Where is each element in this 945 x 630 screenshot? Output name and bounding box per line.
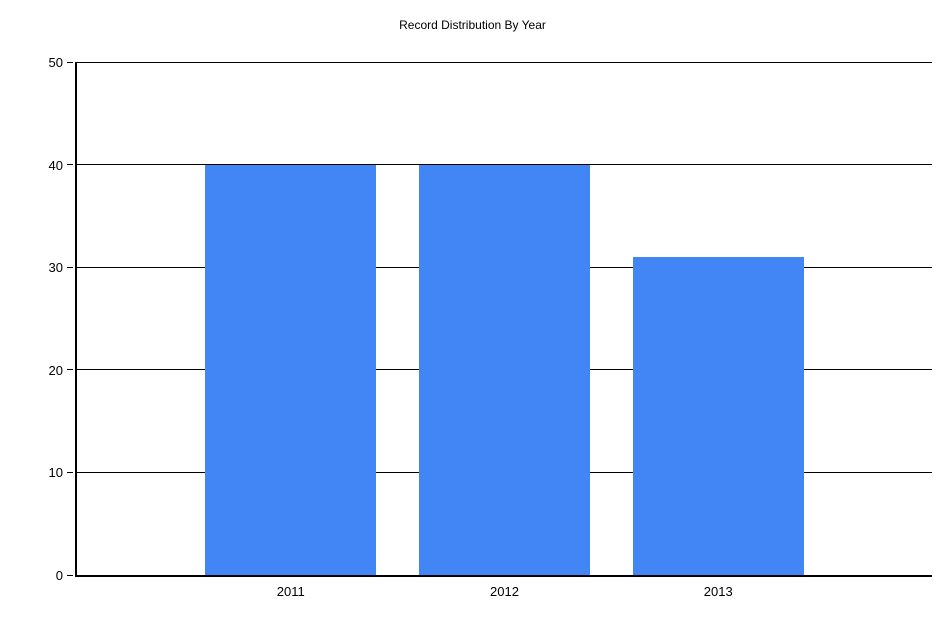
y-axis-tick — [67, 164, 73, 166]
y-tick-label: 30 — [48, 260, 63, 276]
y-axis-tick — [67, 61, 73, 63]
y-tick-label: 20 — [48, 362, 63, 378]
gridline — [77, 61, 932, 63]
x-tick-label: 2012 — [490, 584, 519, 599]
x-tick-label: 2013 — [703, 584, 733, 599]
bar-2011 — [205, 164, 377, 575]
bar-2012 — [419, 164, 590, 575]
bar-2013 — [632, 256, 804, 575]
y-tick-label: 40 — [48, 157, 63, 173]
y-axis-tick — [67, 471, 73, 473]
chart-title: Record Distribution By Year — [399, 18, 546, 32]
y-axis-tick — [67, 369, 73, 371]
y-axis-tick — [67, 266, 73, 268]
plot-area: 0 10 20 30 40 50 2011 2012 2013 — [49, 56, 932, 599]
y-tick-label: 10 — [48, 465, 63, 481]
y-tick-label: 50 — [48, 55, 63, 70]
y-tick-label: 0 — [55, 568, 63, 583]
gridline — [77, 164, 932, 166]
x-tick-label: 2011 — [276, 584, 305, 599]
y-axis-tick — [67, 574, 73, 576]
